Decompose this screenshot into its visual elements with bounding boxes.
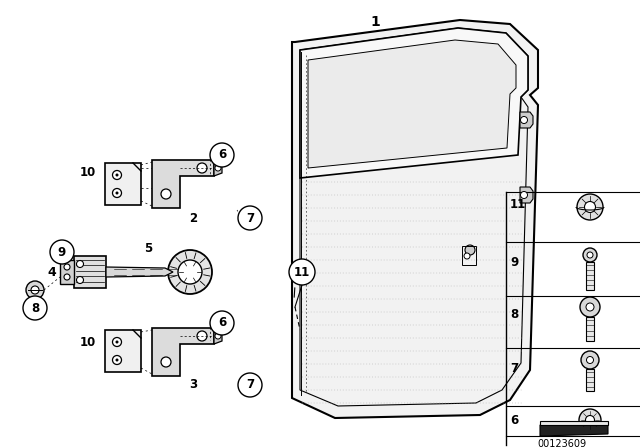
Circle shape — [210, 311, 234, 335]
Circle shape — [178, 260, 202, 284]
Polygon shape — [308, 40, 516, 168]
Text: 5: 5 — [144, 241, 152, 254]
Polygon shape — [300, 28, 528, 178]
Circle shape — [583, 248, 597, 262]
Polygon shape — [105, 163, 141, 205]
Polygon shape — [74, 256, 106, 288]
Circle shape — [586, 357, 593, 363]
Circle shape — [520, 116, 527, 124]
Polygon shape — [152, 160, 214, 208]
Polygon shape — [152, 328, 214, 376]
Circle shape — [161, 357, 171, 367]
Text: 11: 11 — [510, 198, 526, 211]
Circle shape — [586, 303, 594, 311]
Circle shape — [113, 337, 122, 346]
Circle shape — [113, 171, 122, 180]
Circle shape — [577, 194, 603, 220]
Circle shape — [465, 245, 475, 255]
Polygon shape — [520, 112, 533, 128]
Text: 6: 6 — [218, 316, 226, 329]
Circle shape — [115, 358, 118, 362]
Circle shape — [215, 333, 221, 339]
Text: 6: 6 — [218, 148, 226, 161]
Circle shape — [579, 409, 601, 431]
Text: 6: 6 — [510, 414, 518, 426]
Text: 8: 8 — [31, 302, 39, 314]
Polygon shape — [214, 328, 222, 344]
FancyBboxPatch shape — [586, 369, 594, 391]
FancyBboxPatch shape — [586, 317, 594, 341]
Circle shape — [520, 191, 527, 198]
Circle shape — [26, 281, 44, 299]
Circle shape — [115, 191, 118, 194]
Circle shape — [197, 331, 207, 341]
Text: 7: 7 — [246, 211, 254, 224]
Circle shape — [238, 206, 262, 230]
Text: 7: 7 — [510, 362, 518, 375]
Text: 9: 9 — [510, 255, 518, 268]
Circle shape — [64, 264, 70, 270]
Text: 7: 7 — [246, 379, 254, 392]
Text: 10: 10 — [80, 165, 96, 178]
Circle shape — [584, 202, 595, 212]
Circle shape — [115, 340, 118, 344]
Text: 9: 9 — [58, 246, 66, 258]
Circle shape — [168, 250, 212, 294]
Circle shape — [580, 297, 600, 317]
Circle shape — [586, 415, 595, 425]
Polygon shape — [292, 20, 538, 418]
Text: 2: 2 — [189, 211, 197, 224]
Circle shape — [23, 296, 47, 320]
Circle shape — [289, 259, 315, 285]
Text: 3: 3 — [189, 379, 197, 392]
Circle shape — [215, 165, 221, 171]
Circle shape — [31, 286, 39, 294]
Polygon shape — [105, 330, 141, 372]
Circle shape — [161, 189, 171, 199]
Text: 10: 10 — [80, 336, 96, 349]
FancyBboxPatch shape — [586, 262, 594, 290]
Circle shape — [113, 356, 122, 365]
Text: 4: 4 — [47, 266, 56, 279]
Circle shape — [113, 189, 122, 198]
Circle shape — [77, 260, 83, 267]
Circle shape — [197, 163, 207, 173]
Circle shape — [50, 240, 74, 264]
Text: 8: 8 — [510, 309, 518, 322]
Circle shape — [77, 276, 83, 284]
Polygon shape — [214, 160, 222, 176]
FancyBboxPatch shape — [540, 421, 608, 425]
Circle shape — [115, 173, 118, 177]
Polygon shape — [60, 260, 74, 284]
Circle shape — [238, 373, 262, 397]
Text: 1: 1 — [370, 15, 380, 29]
Circle shape — [464, 253, 470, 259]
Circle shape — [210, 143, 234, 167]
Polygon shape — [540, 425, 608, 436]
Text: 00123609: 00123609 — [538, 439, 587, 448]
Circle shape — [64, 274, 70, 280]
Polygon shape — [520, 187, 533, 203]
Text: 11: 11 — [294, 266, 310, 279]
Circle shape — [581, 351, 599, 369]
Circle shape — [587, 252, 593, 258]
Polygon shape — [106, 267, 173, 277]
